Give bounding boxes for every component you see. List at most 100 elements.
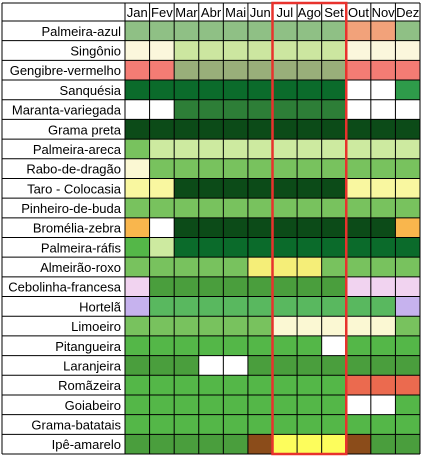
heatmap-cell	[174, 414, 199, 435]
heatmap-cell	[272, 139, 298, 159]
heatmap-cell	[272, 40, 298, 61]
heatmap-cell	[297, 40, 322, 61]
heatmap-cell	[321, 60, 347, 81]
heatmap-cell	[297, 198, 322, 218]
heatmap-cell	[297, 178, 322, 199]
heatmap-cell	[223, 21, 248, 41]
heatmap-cell	[149, 414, 175, 435]
heatmap-cell	[272, 237, 298, 258]
heatmap-cell	[370, 21, 396, 41]
heatmap-cell	[346, 178, 371, 199]
heatmap-cell	[370, 178, 396, 199]
month-label: Nov	[372, 5, 396, 20]
heatmap-cell	[198, 178, 224, 199]
heatmap-cell	[198, 80, 224, 100]
heatmap-cell	[247, 296, 273, 317]
heatmap-cell	[321, 335, 347, 356]
heatmap-cell	[198, 355, 224, 376]
heatmap-cell	[223, 80, 248, 100]
month-label: Jun	[250, 5, 271, 20]
heatmap-cell	[223, 119, 248, 140]
heatmap-cell	[395, 296, 420, 317]
heatmap-cell	[198, 394, 224, 415]
heatmap-cell	[321, 198, 347, 218]
heatmap-cell	[223, 394, 248, 415]
heatmap-cell	[370, 119, 396, 140]
heatmap-cell	[346, 257, 371, 277]
heatmap-cell	[149, 21, 175, 41]
heatmap-cell	[395, 217, 420, 238]
heatmap-cell	[395, 198, 420, 218]
heatmap-cell	[370, 335, 396, 356]
plant-label: Palmeira-azul	[42, 24, 122, 39]
heatmap-cell	[223, 158, 248, 179]
heatmap-cell	[174, 217, 199, 238]
heatmap-cell	[321, 21, 347, 41]
heatmap-cell	[174, 80, 199, 100]
plant-label: Almeirão-roxo	[40, 260, 121, 275]
heatmap-cell	[395, 99, 420, 120]
heatmap-cell	[247, 99, 273, 120]
heatmap-cell	[297, 276, 322, 297]
heatmap-cell	[223, 198, 248, 218]
heatmap-cell	[125, 217, 150, 238]
heatmap-cell	[174, 21, 199, 41]
heatmap-cell	[272, 119, 298, 140]
heatmap-cell	[198, 198, 224, 218]
heatmap-cell	[321, 80, 347, 100]
heatmap-cell	[223, 296, 248, 317]
heatmap-cell	[297, 237, 322, 258]
heatmap-cell	[321, 99, 347, 120]
heatmap-cell	[125, 355, 150, 376]
heatmap-cell	[223, 99, 248, 120]
heatmap-cell	[174, 119, 199, 140]
heatmap-cell	[395, 119, 420, 140]
heatmap-cell	[247, 257, 273, 277]
plant-label: Laranjeira	[63, 358, 122, 373]
plant-label: Maranta-variegada	[12, 103, 122, 118]
heatmap-cell	[346, 434, 371, 454]
plant-label: Limoeiro	[71, 319, 121, 334]
heatmap-cell	[370, 139, 396, 159]
heatmap-cell	[149, 237, 175, 258]
month-label: Jan	[127, 5, 148, 20]
heatmap-cell	[297, 414, 322, 435]
heatmap-cell	[321, 375, 347, 395]
month-label: Mai	[225, 5, 246, 20]
heatmap-cell	[272, 276, 298, 297]
heatmap-cell	[174, 375, 199, 395]
heatmap-cell	[321, 276, 347, 297]
heatmap-cell	[321, 316, 347, 336]
heatmap-cell	[346, 296, 371, 317]
heatmap-cell	[125, 178, 150, 199]
labels-layer: Jan Fev Mar Abr Mai Jun Jul Ago Set Out Nov Dez Palm…	[8, 5, 419, 452]
heatmap-cell	[174, 158, 199, 179]
heatmap-cell	[125, 158, 150, 179]
heatmap-cell	[247, 198, 273, 218]
heatmap-cell	[149, 434, 175, 454]
heatmap-cell	[149, 217, 175, 238]
heatmap-cell	[370, 40, 396, 61]
heatmap-cell	[370, 375, 396, 395]
heatmap-cell	[395, 375, 420, 395]
heatmap-cell	[370, 99, 396, 120]
heatmap-cell	[321, 119, 347, 140]
heatmap-cell	[272, 257, 298, 277]
heatmap-cell	[174, 139, 199, 159]
heatmap-cell	[370, 316, 396, 336]
heatmap-cell	[247, 217, 273, 238]
heatmap-cell	[174, 355, 199, 376]
heatmap-cell	[125, 414, 150, 435]
heatmap-cell	[346, 355, 371, 376]
heatmap-cell	[149, 178, 175, 199]
heatmap-cell	[272, 296, 298, 317]
heatmap-cell	[370, 237, 396, 258]
heatmap-cell	[370, 414, 396, 435]
heatmap-cell	[198, 139, 224, 159]
heatmap-cell	[198, 434, 224, 454]
heatmap-cell	[247, 237, 273, 258]
heatmap-cell	[198, 335, 224, 356]
heatmap-cell	[346, 237, 371, 258]
heatmap-cell	[272, 158, 298, 179]
